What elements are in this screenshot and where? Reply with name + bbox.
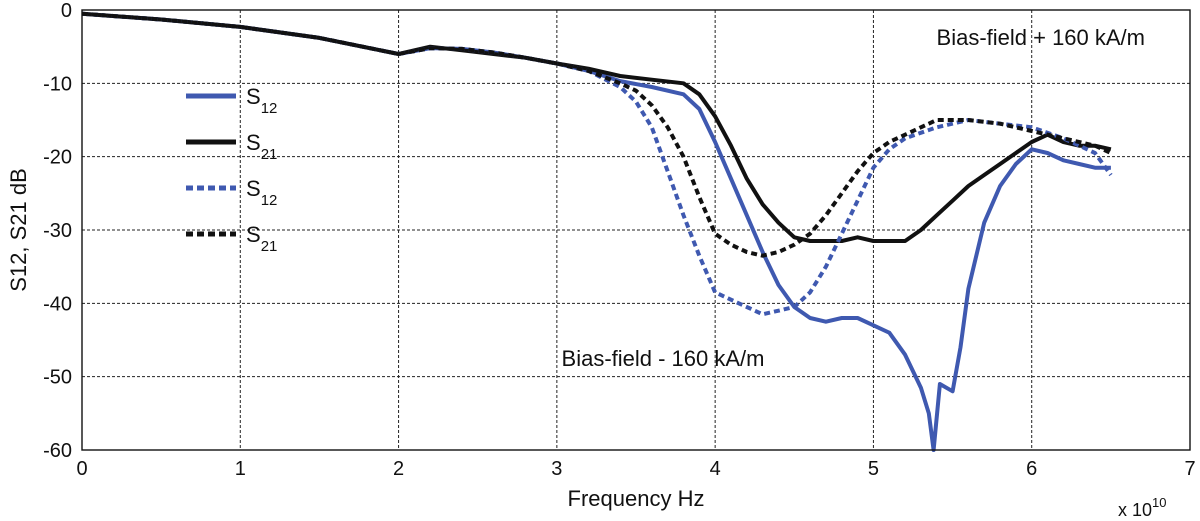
legend-label-3: S21 [246, 222, 277, 255]
legend-label-subscript: 21 [261, 238, 278, 255]
annotation-negative-bias: Bias-field - 160 kA/m [562, 346, 765, 371]
y-tick-label: -10 [43, 73, 72, 95]
series-line-s21-dotted [81, 11, 1112, 258]
x-tick-label: 3 [551, 458, 562, 480]
legend-label-subscript: 21 [261, 146, 278, 163]
x-tick-label: 2 [393, 458, 404, 480]
tick-labels: 0 1 2 3 4 5 6 70-10-20-30-40-50-60 [43, 0, 1195, 480]
series-lines [81, 11, 1113, 452]
x-tick-label: 1 [235, 458, 246, 480]
x-tick-label: 7 [1184, 458, 1195, 480]
annotation-positive-bias: Bias-field + 160 kA/m [937, 25, 1145, 50]
series-line-s12-solid [81, 11, 1111, 452]
x-axis-multiplier-exponent: 10 [1152, 495, 1166, 510]
legend: S12 S21 S12 S21 [186, 84, 277, 255]
legend-label-0: S12 [246, 84, 277, 117]
series-line-s12-dotted [81, 11, 1113, 317]
legend-label-2: S12 [246, 176, 277, 209]
y-tick-label: -20 [43, 147, 72, 169]
legend-label-1: S21 [246, 130, 277, 163]
x-tick-label: 0 [76, 458, 87, 480]
y-tick-label: 0 [61, 0, 72, 22]
x-axis-multiplier-base: x 10 [1118, 500, 1152, 520]
legend-label-subscript: 12 [261, 192, 278, 209]
y-tick-label: -50 [43, 367, 72, 389]
y-tick-label: -40 [43, 293, 72, 315]
y-tick-label: -60 [43, 440, 72, 462]
x-axis-multiplier: x 1010 [1118, 495, 1167, 520]
x-tick-label: 5 [868, 458, 879, 480]
x-axis-label: Frequency Hz [568, 486, 705, 511]
legend-label-subscript: 12 [261, 100, 278, 117]
x-tick-label: 6 [1026, 458, 1037, 480]
y-axis-label: S12, S21 dB [6, 168, 31, 292]
x-tick-label: 4 [710, 458, 721, 480]
y-tick-label: -30 [43, 220, 72, 242]
plot-frame [81, 9, 1191, 451]
